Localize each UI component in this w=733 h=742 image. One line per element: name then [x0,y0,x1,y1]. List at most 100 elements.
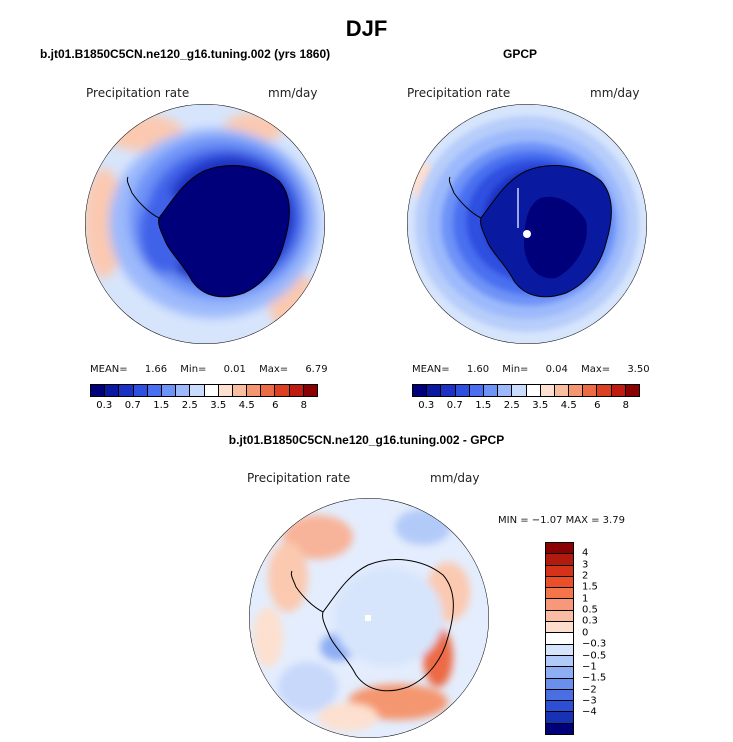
panel1-colorbar: 0.3 0.7 1.5 2.5 3.5 4.5 6 8 [90,384,318,411]
panel2-colorbar-swatch [498,385,513,396]
panel3-colorbar-swatch [546,610,573,623]
panel1-title: b.jt01.B1850C5CN.ne120_g16.tuning.002 (y… [40,47,331,61]
panel3-stats: MIN = −1.07 MAX = 3.79 [498,515,625,526]
panel3-colorbar-tick-label: 0 [582,627,589,639]
panel3-colorbar-tick-label: 3 [582,559,589,571]
panel3-colorbar-tick-label: 0.3 [582,615,598,627]
panel1-min-value: 0.01 [223,364,246,375]
panel1-colorbar-tick-label: 4.5 [238,400,255,411]
panel2-colorbar-tick-label: 1.5 [475,400,492,411]
panel3-colorbar-tick-label: 1.5 [582,581,598,593]
panel2-colorbar-tick-label: 6 [594,400,601,411]
panel1-mean-value: 1.66 [144,364,168,375]
panel1-colorbar-swatch [133,385,148,396]
panel3-colorbar-swatch [546,576,573,589]
panel2-colorbar-tick-label: 8 [622,400,629,411]
panel3-units-label: mm/day [430,471,480,485]
panel3-colorbar-swatch [546,655,573,668]
panel1-field-label: Precipitation rate [86,86,190,100]
panel3-colorbar-tick-label: −3 [582,695,597,707]
panel3-colorbar-labels: 4 3 2 1.5 1 0.5 0.3 0 −0.3 −0.5 −1 −1.5 −2 −3 −4 [582,542,622,735]
panel3-colorbar-swatch [546,678,573,690]
panel3-colorbar-swatch [546,622,573,634]
figure-title: DJF [345,16,388,41]
panel2-colorbar-swatch [427,385,442,396]
panel2-colorbar-swatch [625,385,639,396]
panel1-colorbar-swatch [176,385,191,396]
panel1-max-value: 6.79 [305,364,328,375]
panel3-colorbar-swatch [546,667,573,679]
panel1-colorbar-swatch [161,385,177,396]
panel1-colorbar-swatch [105,385,120,396]
panel2-mean-label: MEAN= [412,364,450,375]
panel2-colorbar-tick-label: 3.5 [532,400,549,411]
panel3-colorbar-tick-label: 2 [582,570,589,582]
panel2-colorbar-tick-label: 0.7 [446,400,463,411]
panel1-colorbar-swatch [247,385,262,396]
panel2-max-label: Max= [581,364,611,375]
panel1-stats: MEAN= 1.66 Min= 0.01 Max= 6.79 [90,364,328,375]
panel3-colorbar-swatch [546,644,573,656]
panel1-colorbar-swatch [204,385,219,396]
panel3-colorbar-tick-label: −2 [582,684,597,696]
panel1-colorbar-swatch [190,385,205,396]
panel2-colorbar-swatch [441,385,456,396]
panel3-field-label: Precipitation rate [247,471,351,485]
panel1-colorbar-tick-label: 8 [300,400,307,411]
panel2-stats: MEAN= 1.60 Min= 0.04 Max= 3.50 [412,364,650,375]
panel3-colorbar-swatch [546,554,573,566]
panel2-colorbar-tick-label: 2.5 [503,400,520,411]
panel2-colorbar-swatch [597,385,612,396]
panel3-colorbar-tick-label: −0.5 [582,650,607,662]
panel3-colorbar-tick-label: 4 [582,547,589,559]
panel1-units-label: mm/day [268,86,318,100]
panel1-colorbar-swatch [218,385,233,396]
panel2-colorbar-swatch [469,385,484,396]
panel1-colorbar-swatch [303,385,317,396]
panel2-colorbar-swatch [611,385,626,396]
panel1-min-label: Min= [180,364,207,375]
panel2-max-value: 3.50 [627,364,650,375]
panel3-polar-map [249,498,489,738]
panel2-min-value: 0.04 [545,364,568,375]
panel2-mean-value: 1.60 [466,364,490,375]
panel1-mean-label: MEAN= [90,364,128,375]
panel3-colorbar-swatch [546,701,573,713]
panel2-colorbar-tick-label: 0.3 [418,400,435,411]
panel2-min-label: Min= [502,364,529,375]
panel1-colorbar-tick-label: 0.7 [124,400,141,411]
panel3-colorbar-tick-label: −0.3 [582,638,607,650]
panel3-colorbar-swatch [546,712,573,724]
panel1-colorbar-swatch [91,385,106,396]
panel3-colorbar-swatch [546,723,573,735]
panel3-colorbar-tick-label: 1 [582,593,589,605]
panel2-title: GPCP [503,47,538,61]
panel2-colorbar-swatch [413,385,428,396]
panel2-colorbar-swatch [512,385,527,396]
panel1-colorbar-swatch [261,385,276,396]
panel1-colorbar-tick-label: 1.5 [153,400,170,411]
panel2-polar-map [407,104,647,344]
panel1-colorbar-tick-label: 2.5 [181,400,198,411]
panel2-colorbar-swatch [540,385,555,396]
panel3-colorbar-swatch [546,633,573,645]
panel3-colorbar-tick-label: 0.5 [582,604,598,616]
panel1-polar-map [85,104,325,344]
panel3-colorbar-swatch [546,543,573,555]
panel1-colorbar-swatch [147,385,162,396]
panel2-colorbar-swatch [554,385,570,396]
panel3-title: b.jt01.B1850C5CN.ne120_g16.tuning.002 - … [228,433,505,447]
panel2-colorbar: 0.3 0.7 1.5 2.5 3.5 4.5 6 8 [412,384,640,411]
panel3-colorbar-swatch [546,588,573,600]
panel2-colorbar-swatch [526,385,541,396]
panel1-colorbar-tick-label: 6 [272,400,279,411]
panel3-colorbar-swatch [546,565,573,577]
panel2-colorbar-swatch [583,385,598,396]
panel1-colorbar-tick-label: 3.5 [210,400,227,411]
panel3-colorbar-swatch [546,599,573,611]
panel1-colorbar-swatch [289,385,304,396]
panel1-max-label: Max= [259,364,289,375]
panel3-colorbar-tick-label: −1 [582,661,597,673]
panel3-colorbar-tick-label: −1.5 [582,672,607,684]
panel1-colorbar-swatch [232,385,248,396]
